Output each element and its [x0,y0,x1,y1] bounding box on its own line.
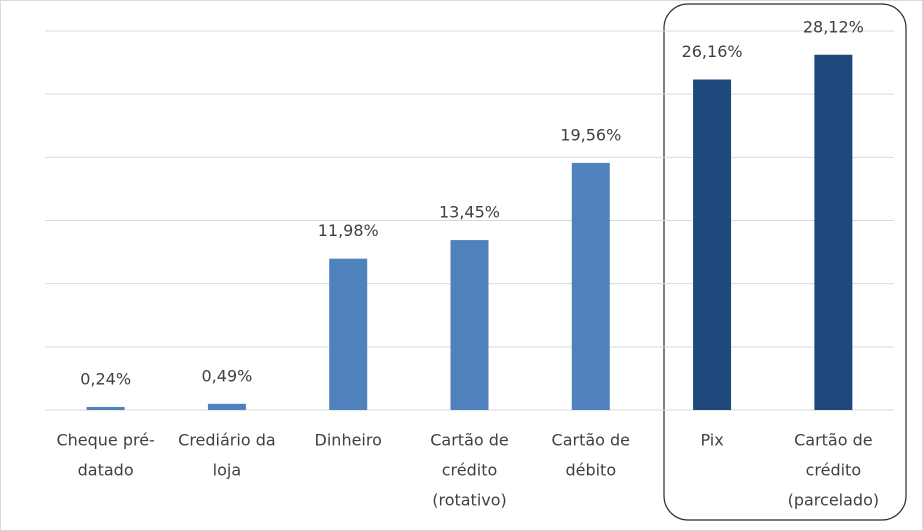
x-tick-label: Crediário da [178,431,276,450]
data-label: 0,49% [202,366,253,385]
data-label: 26,16% [682,42,743,61]
bar [329,258,368,410]
bar [450,240,489,410]
bar [207,403,246,410]
data-label: 28,12% [803,17,864,36]
x-tick-label: Pix [700,431,723,450]
data-label: 19,56% [560,125,621,144]
x-tick-label: (parcelado) [788,491,880,510]
x-tick-label: crédito [806,461,862,480]
x-tick-label: datado [78,461,134,480]
x-tick-label: Cartão de [430,431,509,450]
x-tick-label: (rotativo) [432,491,507,510]
x-tick-label: Cartão de [552,431,631,450]
x-tick-label: Dinheiro [315,431,382,450]
x-tick-label: Cheque pré- [56,431,154,450]
bar [86,406,125,410]
data-label: 13,45% [439,203,500,222]
x-tick-label: débito [565,461,616,480]
data-label: 11,98% [318,221,379,240]
highlight-box [663,3,907,521]
bar [693,79,732,411]
bar [814,54,853,410]
bar [571,162,610,410]
x-tick-label: Cartão de [794,431,873,450]
x-tick-label: crédito [442,461,498,480]
x-tick-label: loja [213,461,241,480]
data-label: 0,24% [80,369,131,388]
